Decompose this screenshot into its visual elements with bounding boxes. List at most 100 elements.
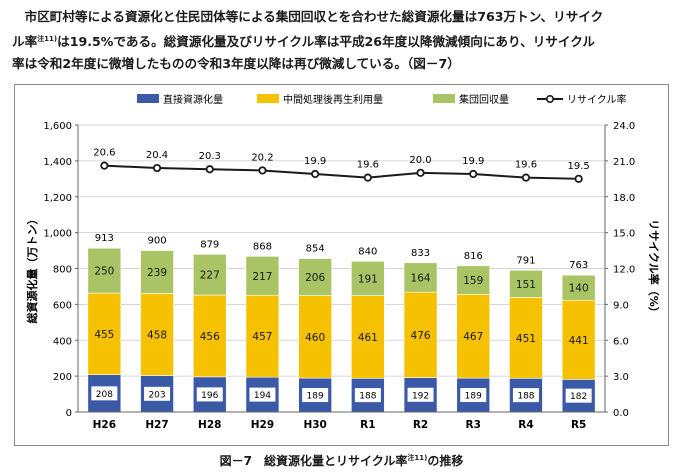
- y-tick-label-right: 6.0: [613, 336, 629, 347]
- bar-segment: [456, 294, 491, 379]
- bar-segment: [403, 291, 438, 378]
- y-tick-label-left: 600: [53, 300, 72, 311]
- line-point: [363, 173, 372, 182]
- chart-legend: 直接資源化量 中間処理後再生利用量 集団回収量 リサイクル率: [137, 93, 627, 106]
- x-tick-label: R2: [413, 419, 428, 431]
- value-label: 151: [516, 279, 536, 291]
- value-label: 460: [305, 332, 325, 344]
- bar-segment: [298, 295, 332, 379]
- x-tick-label: R4: [518, 419, 533, 431]
- bar-segment: [561, 299, 596, 380]
- line-value-label: 20.3: [199, 151, 221, 162]
- intro-line-1: 市区町村等による資源化と住民団体等による集団回収とを合わせた総資源化量は763万…: [24, 9, 604, 24]
- value-label: 239: [147, 267, 167, 279]
- line-point: [521, 173, 531, 182]
- y-tick-label-left: 1,600: [43, 121, 72, 132]
- value-label: 140: [569, 283, 589, 295]
- line-point: [574, 174, 583, 183]
- x-tick-label: R1: [360, 419, 375, 431]
- x-tick-label: H27: [145, 419, 168, 431]
- value-label: 451: [516, 333, 536, 345]
- x-tick-label: R3: [466, 419, 481, 431]
- bar-segment: [456, 265, 491, 295]
- y-tick-label-left: 1,400: [43, 157, 72, 168]
- line-value-label: 20.4: [146, 150, 168, 161]
- value-label-box: [460, 388, 487, 403]
- bar-segment: [509, 269, 543, 298]
- bar-segment: [140, 293, 174, 376]
- total-label: 868: [253, 241, 272, 252]
- value-label: 227: [200, 270, 220, 282]
- bars: 208 455 250 913 203 458 239 900 196 456 227 879 194 4…: [87, 233, 596, 413]
- value-label: 159: [463, 275, 483, 287]
- y-tick-label-left: 400: [53, 336, 72, 347]
- total-label: 900: [148, 236, 167, 247]
- intro-line-2a: ル率: [12, 34, 38, 49]
- value-label: 467: [463, 331, 483, 343]
- value-label: 164: [411, 272, 431, 284]
- y-tick-label-right: 18.0: [613, 193, 635, 204]
- bar-segment: [403, 262, 438, 293]
- value-label: 191: [358, 273, 378, 285]
- y-tick-label-right: 15.0: [613, 229, 635, 240]
- legend-swatch: [137, 94, 159, 103]
- bar-segment: [87, 247, 122, 294]
- total-label: 763: [569, 260, 588, 271]
- line-point: [152, 163, 162, 173]
- bar-segment: [351, 295, 385, 379]
- line-point: [469, 169, 478, 179]
- legend-label: リサイクル率: [567, 93, 627, 106]
- line-value-label: 19.9: [462, 156, 484, 167]
- y-axis-title-left: 総資源化量（万トン）: [25, 214, 39, 324]
- caption-prefix: 図－7 総資源化量とリサイクル率: [219, 454, 408, 468]
- value-label: 456: [200, 331, 220, 343]
- bar-segment: [351, 261, 385, 296]
- value-label: 441: [569, 335, 589, 347]
- value-label-box: [302, 388, 329, 403]
- total-label: 840: [358, 246, 377, 257]
- legend-marker: [545, 95, 554, 104]
- value-label-box: [144, 386, 171, 401]
- y-tick-label-left: 800: [53, 265, 72, 276]
- value-label: 203: [148, 390, 165, 400]
- value-label: 457: [252, 331, 272, 343]
- value-label: 458: [147, 330, 167, 342]
- value-label: 188: [517, 392, 534, 402]
- legend-label: 直接資源化量: [163, 93, 223, 106]
- bar-segment: [298, 258, 332, 296]
- y-tick-label-right: 9.0: [613, 300, 629, 311]
- value-label: 189: [307, 392, 324, 402]
- line-path: [104, 164, 579, 180]
- value-label-box: [91, 386, 118, 401]
- value-label-box: [249, 387, 276, 402]
- intro-text: 市区町村等による資源化と住民団体等による集団回収とを合わせた総資源化量は763万…: [12, 6, 672, 75]
- value-label: 250: [94, 266, 114, 278]
- value-label-box: [196, 387, 223, 402]
- value-label: 217: [252, 271, 272, 283]
- value-label: 196: [201, 391, 218, 401]
- line-point: [258, 166, 267, 175]
- bar-segment: [245, 256, 280, 296]
- y-tick-label-right: 3.0: [613, 372, 629, 383]
- figure-caption: 図－7 総資源化量とリサイクル率注11)の推移: [0, 452, 683, 469]
- legend-label: 集団回収量: [459, 93, 509, 106]
- y-axis-title-right: リサイクル率（%）: [647, 219, 661, 317]
- bar-segment: [509, 297, 543, 379]
- y-tick-label-left: 0: [66, 408, 72, 419]
- value-label-box: [512, 388, 539, 403]
- axes: 0 0.0 200 3.0 400 6.0 600 9.0 800 12.0 1,000 15.0 1,…: [25, 121, 661, 431]
- value-label: 192: [412, 391, 429, 401]
- legend-swatch: [257, 94, 279, 103]
- bar-segment: [140, 250, 174, 294]
- value-label: 182: [570, 392, 587, 402]
- bar-segment: [192, 294, 227, 378]
- y-tick-label-left: 1,000: [43, 229, 72, 240]
- line-value-label: 19.6: [515, 160, 537, 171]
- chart-frame: [14, 84, 669, 446]
- x-tick-label: H29: [251, 419, 274, 431]
- value-label-box: [354, 388, 381, 403]
- intro-line-2b: は19.5%である。総資源化量及びリサイクル率は平成26年度以降微減傾向にあり、…: [57, 34, 596, 49]
- line-value-label: 19.5: [568, 161, 590, 172]
- total-label: 913: [95, 233, 114, 244]
